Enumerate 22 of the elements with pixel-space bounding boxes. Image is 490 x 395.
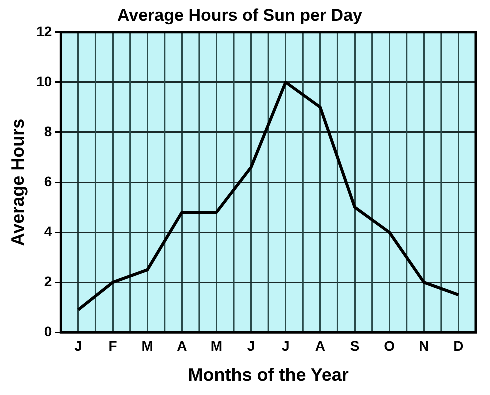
x-tick-label: S (350, 338, 360, 354)
x-tick-label: A (315, 338, 326, 354)
x-tick-label: M (142, 338, 154, 354)
x-tick-label: J (282, 338, 290, 354)
y-tick-label: 4 (44, 223, 52, 240)
x-tick-label: N (419, 338, 430, 354)
x-tick-label: D (454, 338, 464, 354)
x-axis-title: Months of the Year (188, 365, 349, 386)
x-tick-label: F (108, 338, 118, 354)
chart-title: Average Hours of Sun per Day (118, 6, 364, 25)
x-tick-label: J (247, 338, 256, 354)
y-tick-label: 2 (44, 273, 52, 290)
x-tick-label: J (74, 338, 82, 354)
y-tick-label: 6 (44, 173, 52, 190)
y-tick-label: 0 (44, 323, 52, 340)
y-tick-label: 12 (36, 23, 52, 40)
x-tick-label: M (210, 338, 223, 354)
y-axis-title: Average Hours (8, 118, 28, 246)
y-tick-label: 8 (44, 123, 52, 140)
x-tick-label: O (384, 338, 396, 354)
y-tick-label: 10 (36, 73, 52, 90)
x-tick-label: A (177, 338, 188, 354)
